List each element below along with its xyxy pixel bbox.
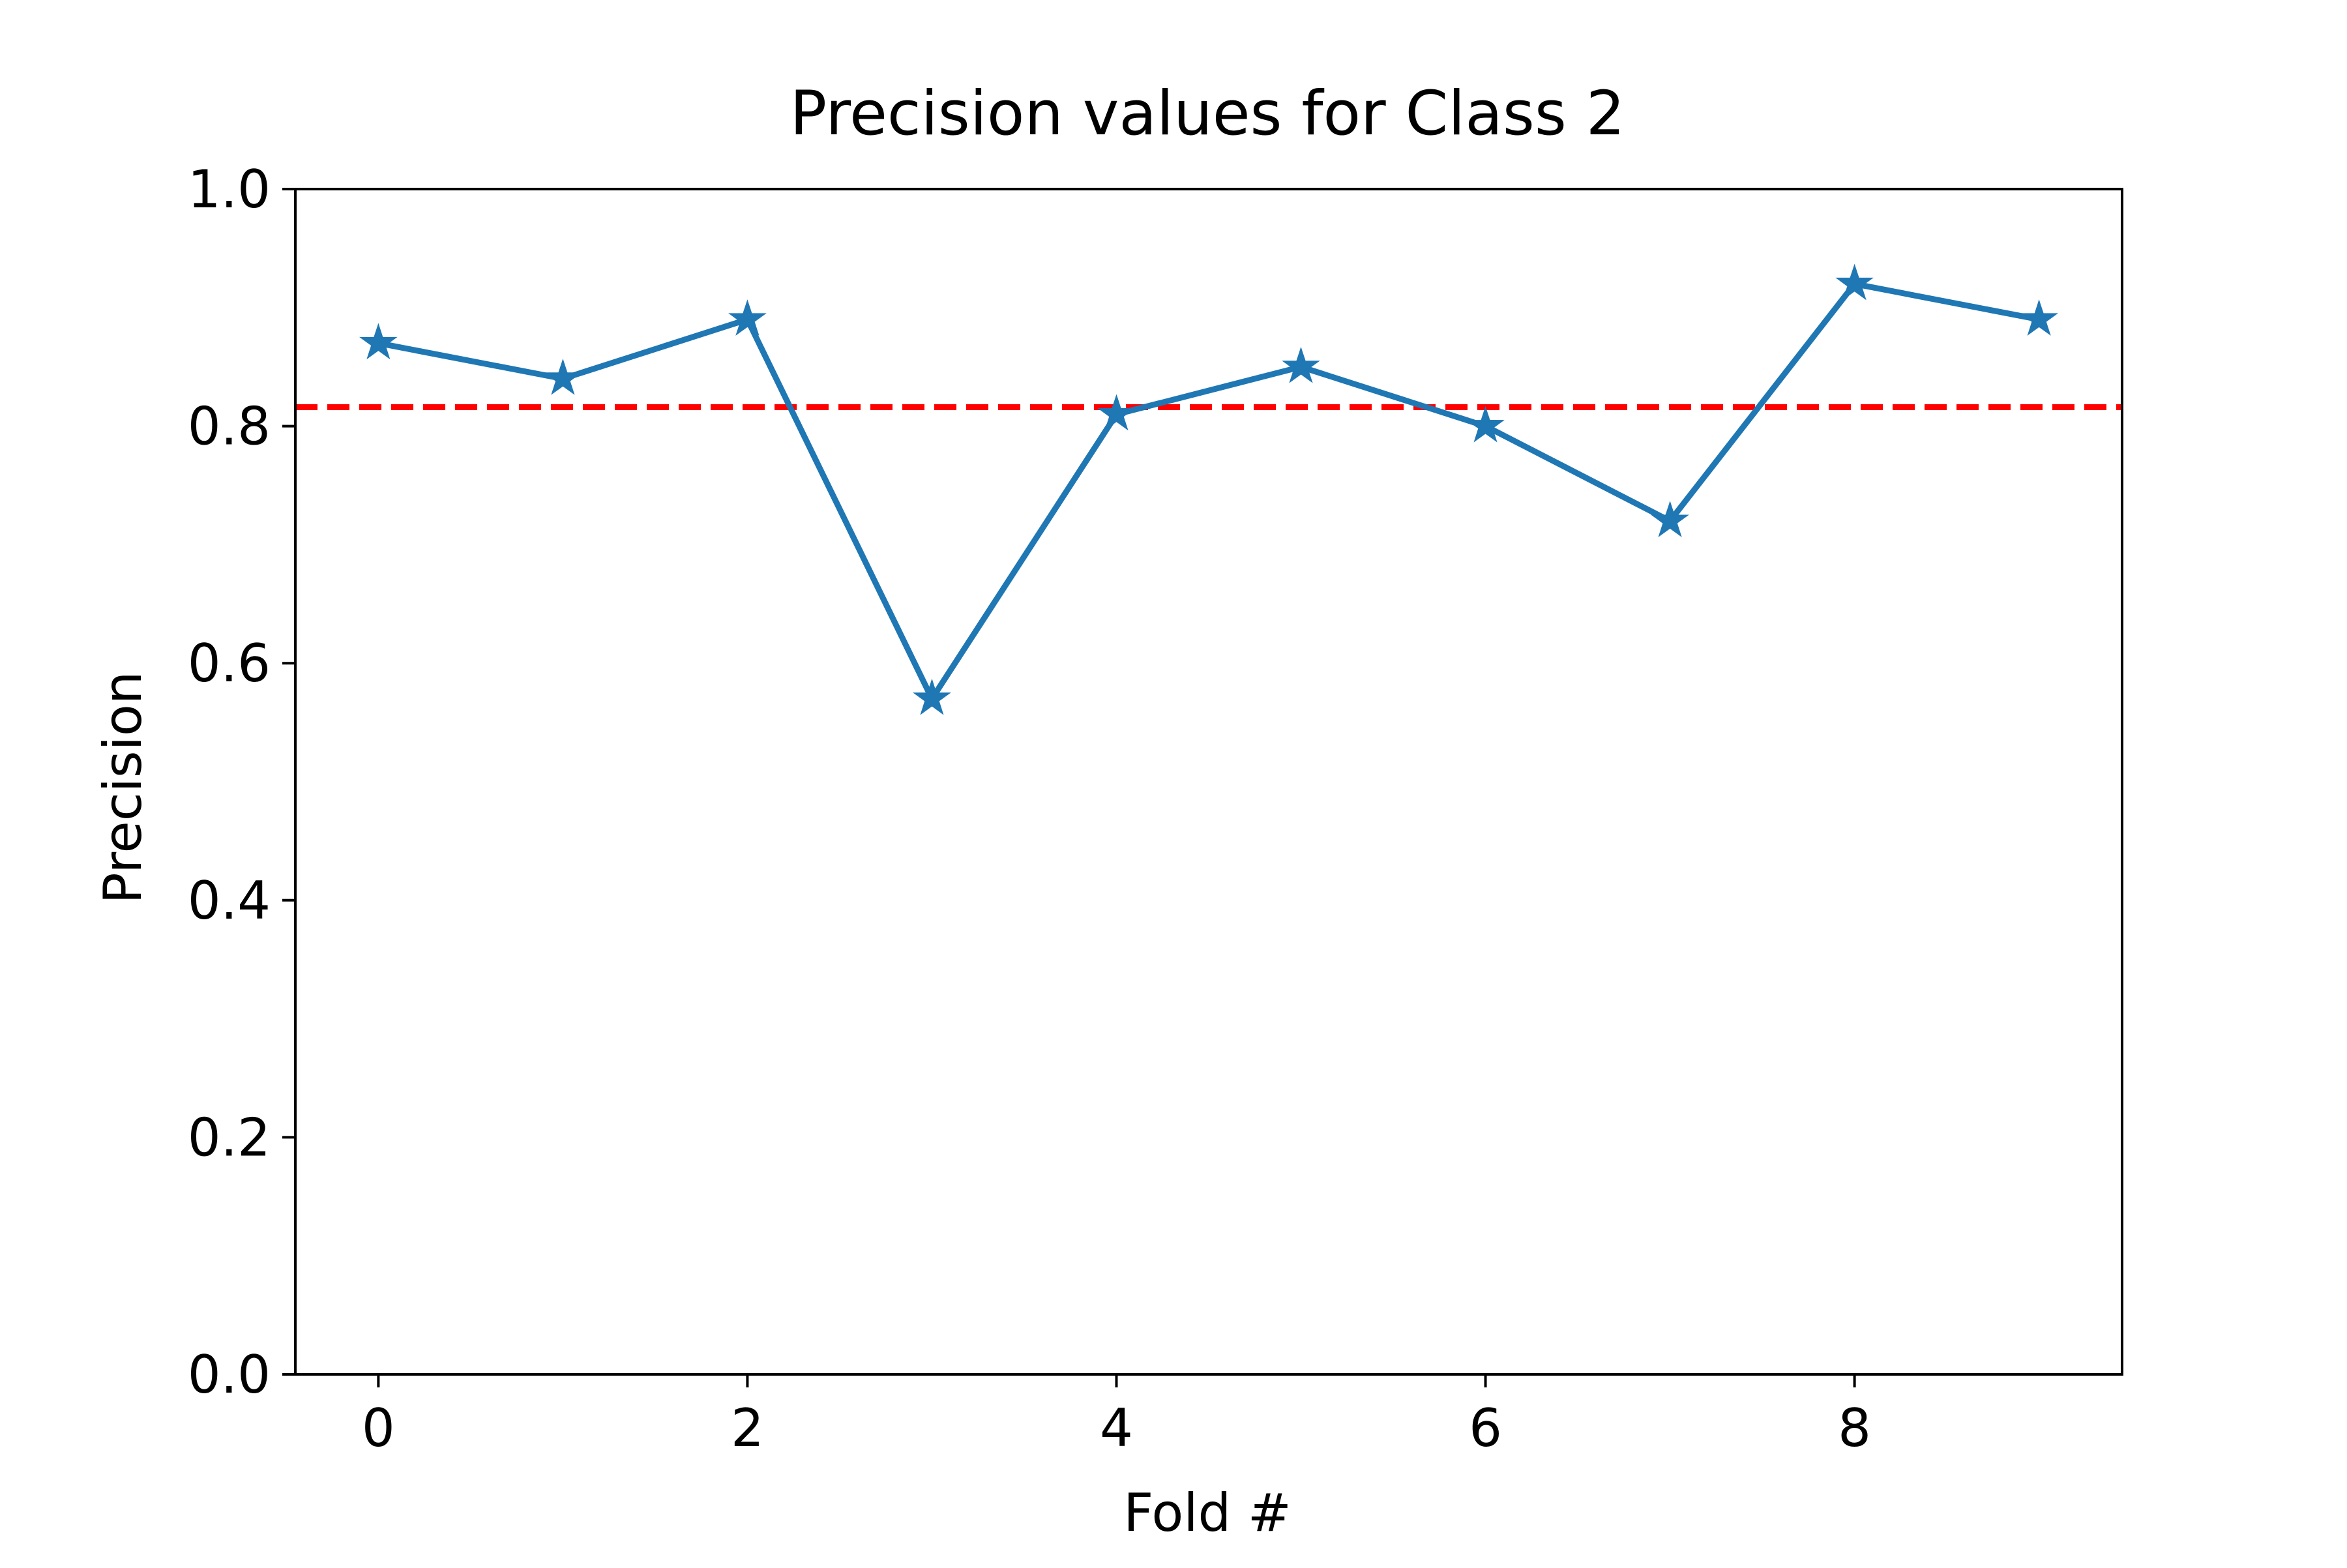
x-tick-label: 6 [1469, 1398, 1502, 1458]
y-tick-label: 0.6 [188, 633, 271, 694]
chart-title: Precision values for Class 2 [790, 78, 1625, 149]
x-tick-label: 4 [1100, 1398, 1133, 1458]
data-point-star [1097, 394, 1136, 431]
x-tick-label: 8 [1838, 1398, 1871, 1458]
axes: 0 2 4 6 8 0.0 0.2 0.4 0.6 0.8 1.0 [188, 159, 1871, 1458]
data-point-star [728, 299, 767, 336]
data-point-star [1282, 346, 1320, 383]
plot-frame [294, 188, 2123, 1376]
y-tick-label: 1.0 [188, 159, 271, 220]
data-point-star [544, 359, 582, 395]
x-tick-label: 2 [731, 1398, 764, 1458]
plot-frame-layer [294, 188, 2123, 1376]
series-line [375, 280, 2043, 702]
y-tick-label: 0.0 [188, 1344, 271, 1405]
data-point-star [1651, 501, 1689, 538]
y-tick-label: 0.4 [188, 870, 271, 931]
x-tick-label: 0 [362, 1398, 395, 1458]
y-tick-label: 0.2 [188, 1107, 271, 1168]
series-layer [359, 263, 2058, 715]
data-point-star [1466, 406, 1505, 443]
data-point-star [913, 678, 951, 715]
data-point-star [1835, 263, 1874, 301]
y-tick-label: 0.8 [188, 396, 271, 457]
x-axis-label: Fold # [1123, 1483, 1292, 1543]
y-axis-label: Precision [93, 672, 153, 904]
data-point-star [359, 323, 398, 360]
data-point-star [2020, 299, 2058, 336]
